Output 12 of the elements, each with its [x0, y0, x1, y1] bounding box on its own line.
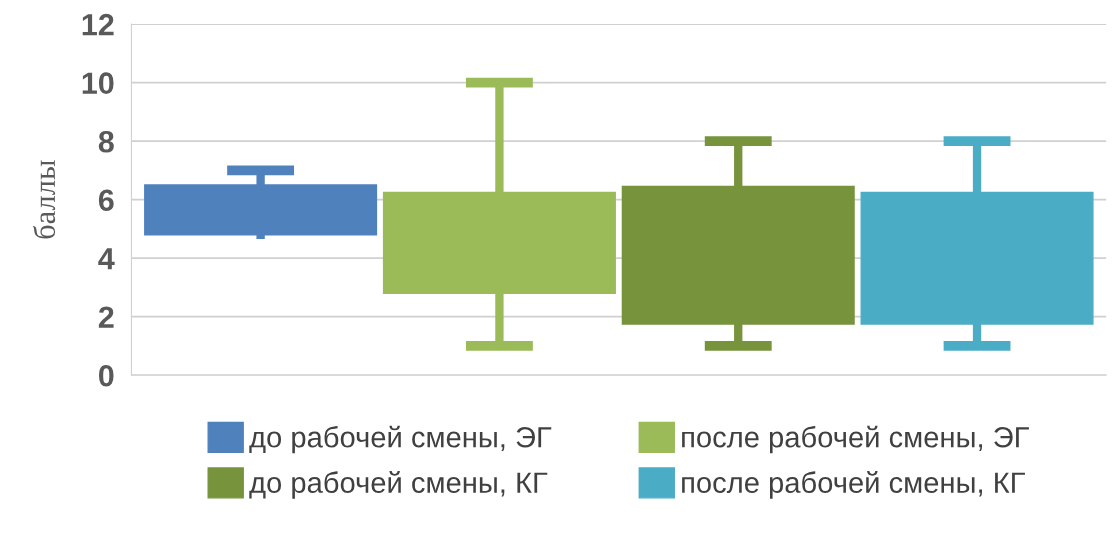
y-tick-label: 2	[98, 306, 114, 328]
y-tick-label: 10	[82, 72, 114, 95]
legend-label: до рабочей смены, ЭГ	[249, 425, 552, 454]
legend-label: до рабочей смены, КГ	[249, 471, 548, 499]
y-tick-label: 4	[98, 248, 115, 270]
y-axis-title: баллы	[32, 160, 56, 239]
legend-label: после рабочей смены, КГ	[682, 471, 1025, 499]
y-tick-label: 6	[98, 189, 114, 212]
y-tick-label: 0	[99, 364, 114, 387]
y-tick-label: 12	[82, 13, 114, 36]
legend-label: после рабочей смены, ЭГ	[682, 425, 1029, 454]
y-tick-label: 8	[98, 130, 114, 153]
